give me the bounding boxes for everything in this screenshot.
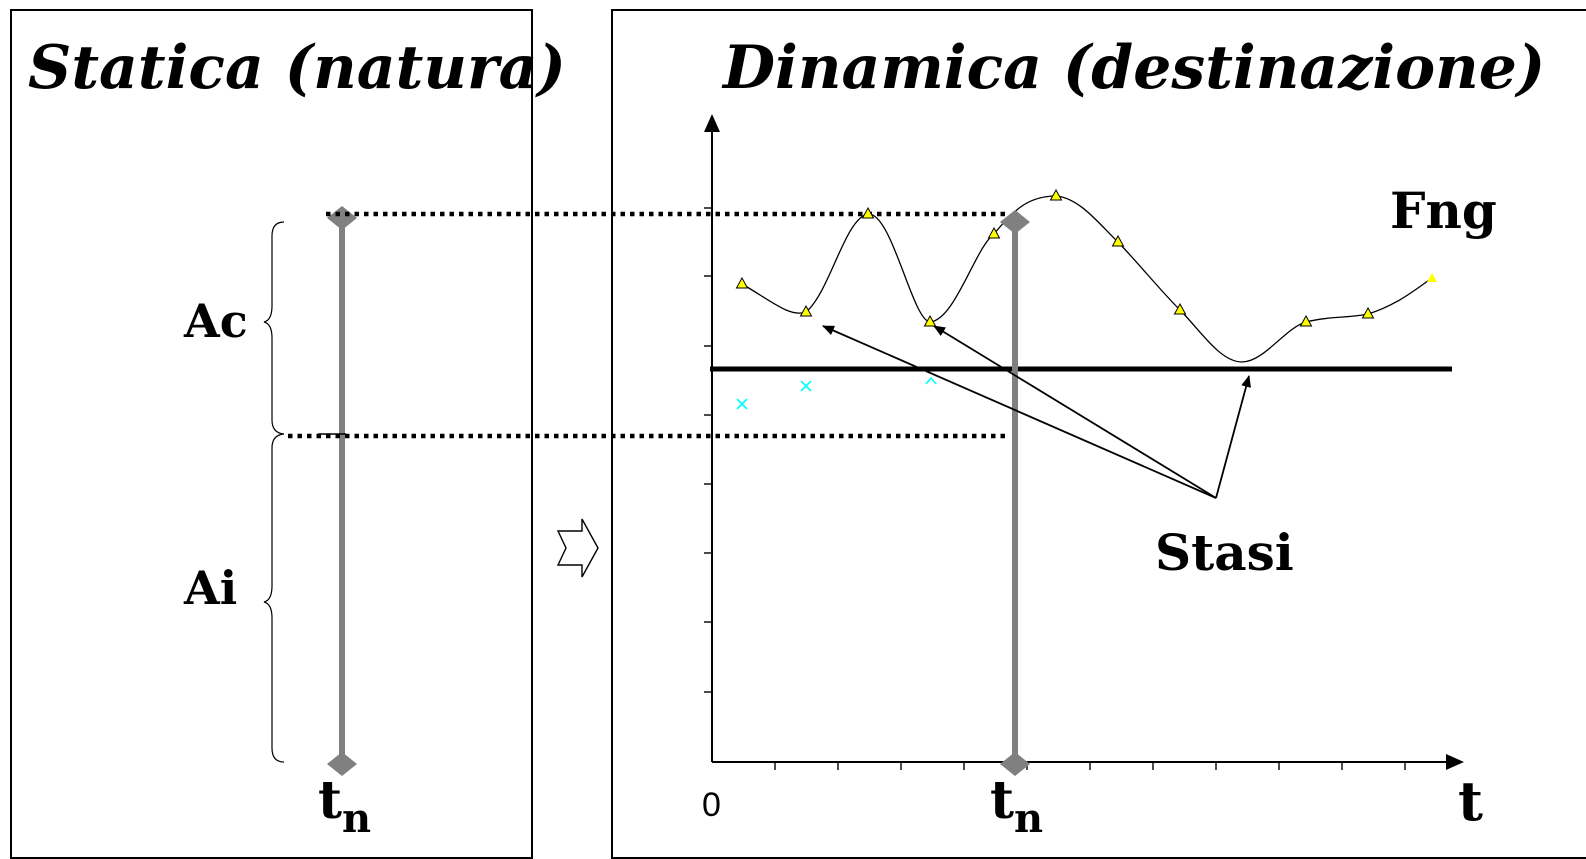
triangle-marker: [1111, 234, 1125, 247]
triangle-marker: [1427, 273, 1437, 282]
stasi-arrow-3: [1215, 375, 1251, 499]
y-axis-ticks: [704, 207, 712, 693]
fng-label: Fng: [1390, 181, 1497, 240]
right-tn-label: tn: [990, 770, 1043, 842]
triangle-marker: [1173, 302, 1187, 315]
right-tn-bottom-diamond: [1000, 752, 1030, 776]
left-tn-top-diamond: [327, 206, 357, 230]
triangle-marker: [987, 226, 1001, 239]
caret-marker: [925, 376, 937, 385]
triangle-marker: [1049, 188, 1063, 201]
fng-curve: [741, 195, 1433, 363]
curve-markers: [735, 188, 1437, 327]
triangle-marker: [735, 276, 749, 289]
cross-marker: [800, 380, 812, 392]
brace-icon: [263, 221, 285, 763]
stasi-arrow-2: [933, 325, 1217, 499]
triangle-marker: [799, 304, 813, 317]
x-axis-arrow-icon: [1446, 754, 1464, 770]
triangle-marker: [1361, 306, 1375, 319]
cross-marker: [736, 398, 748, 410]
triangle-marker: [861, 206, 875, 219]
dynamic-title: Dinamica (destinazione): [723, 33, 1546, 103]
x-axis-ticks: [774, 762, 1406, 770]
static-title: Statica (natura): [28, 33, 566, 103]
stasi-label: Stasi: [1155, 523, 1294, 582]
stasi-arrow-1: [822, 325, 1217, 499]
right-tn-top-diamond: [1000, 210, 1030, 234]
ai-label: Ai: [183, 561, 237, 615]
origin-label: 0: [702, 786, 721, 824]
cyan-markers: [736, 376, 937, 410]
left-tn-label: tn: [318, 770, 371, 842]
implication-arrow-icon: [556, 518, 599, 578]
triangle-marker: [923, 314, 937, 327]
left-tn-bottom-diamond: [327, 752, 357, 776]
t-axis-label: t: [1458, 769, 1483, 833]
ac-label: Ac: [183, 294, 248, 348]
triangle-marker: [1299, 314, 1313, 327]
y-axis-arrow-icon: [704, 114, 720, 132]
